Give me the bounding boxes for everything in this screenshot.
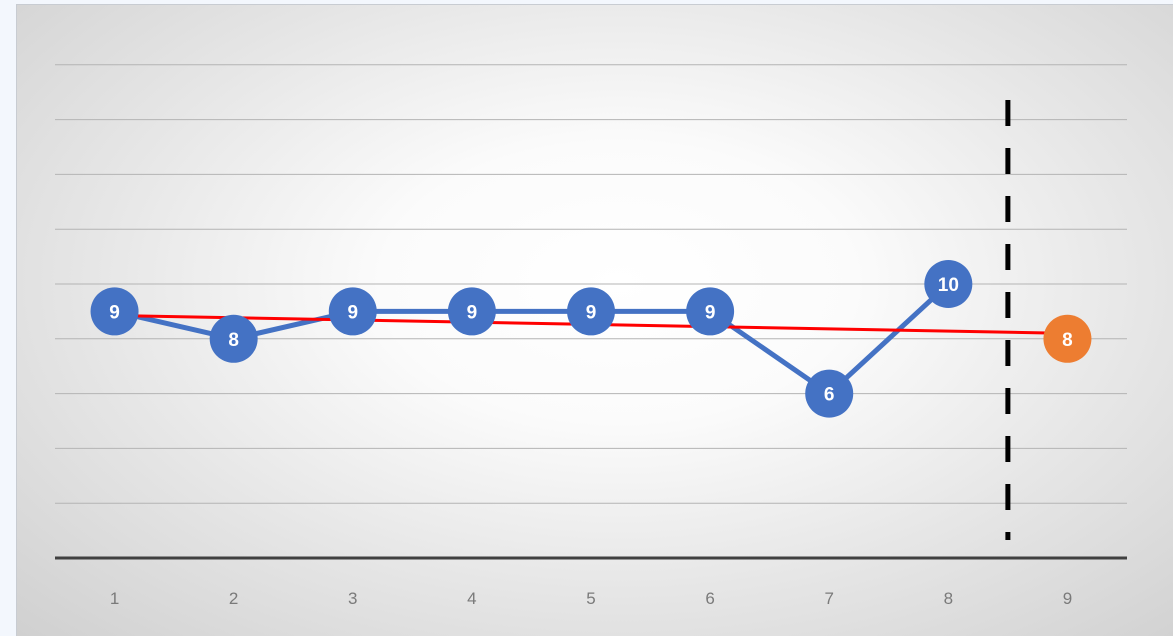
data-point-actual xyxy=(686,287,735,336)
data-point-actual xyxy=(567,287,615,336)
data-point-actual xyxy=(805,369,854,418)
data-label: 6 xyxy=(824,385,835,406)
data-label: 9 xyxy=(347,302,358,323)
data-label: 8 xyxy=(228,330,239,351)
data-point-actual xyxy=(209,314,258,363)
x-tick-label: 8 xyxy=(944,589,953,608)
data-point-actual xyxy=(447,287,496,336)
x-tick-label: 7 xyxy=(824,589,833,608)
x-tick-label: 2 xyxy=(229,589,238,608)
data-label: 9 xyxy=(109,302,120,323)
data-label: 9 xyxy=(467,302,478,323)
x-tick-label: 1 xyxy=(110,589,119,608)
data-point-actual xyxy=(924,260,973,308)
x-axis: 1 2 3 4 5 6 7 8 9 xyxy=(55,556,1127,608)
data-label: 10 xyxy=(938,275,959,296)
data-label: 8 xyxy=(1062,330,1073,351)
data-label: 9 xyxy=(586,302,597,323)
data-point-actual xyxy=(328,287,377,336)
x-tick-label: 9 xyxy=(1063,589,1072,608)
x-tick-label: 3 xyxy=(348,589,357,608)
data-point-forecast xyxy=(1043,314,1092,363)
chart-area: 9 8 9 9 9 9 6 10 8 1 2 3 4 5 6 7 8 9 xyxy=(16,4,1173,636)
data-point-actual xyxy=(90,287,139,336)
series-layer: 9 8 9 9 9 9 6 10 8 xyxy=(90,260,1092,418)
x-tick-label: 5 xyxy=(586,589,595,608)
x-tick-label: 4 xyxy=(467,589,476,608)
line-chart: 9 8 9 9 9 9 6 10 8 1 2 3 4 5 6 7 8 9 xyxy=(55,64,1127,608)
x-tick-label: 6 xyxy=(705,589,714,608)
data-label: 9 xyxy=(705,302,716,323)
